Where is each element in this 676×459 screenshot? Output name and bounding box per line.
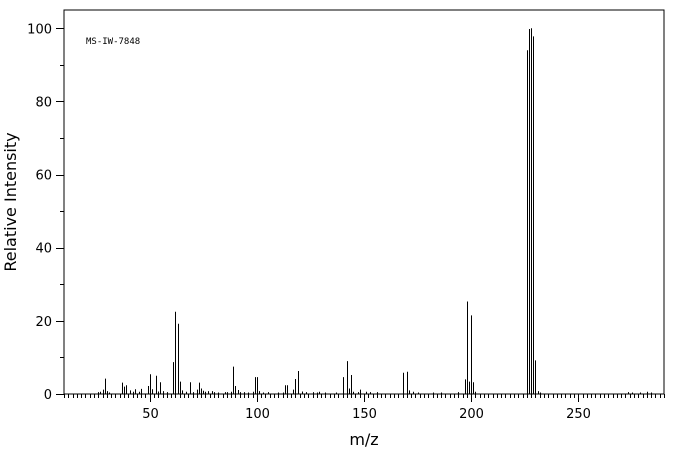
y-axis: 0 20 40 60 80 100 [27,22,64,403]
y-tick-label: 0 [44,388,52,403]
y-tick-label: 100 [27,22,52,37]
x-axis: 50 100 150 200 250 [142,394,591,422]
x-tick-label: 200 [459,407,484,422]
x-tick-label: 250 [566,407,591,422]
x-tick-label: 100 [245,407,270,422]
y-tick-label: 40 [35,242,52,257]
x-tick-label: 50 [142,407,159,422]
spectrum-id-annotation: MS-IW-7848 [86,37,140,47]
x-axis-title: m/z [349,430,378,449]
spectrum-peaks [98,28,652,394]
x-minor-ticks [64,394,665,398]
y-tick-label: 20 [35,315,52,330]
plot-frame [63,9,665,395]
y-tick-label: 60 [35,169,52,184]
x-tick-label: 150 [352,407,377,422]
y-tick-label: 80 [35,95,52,110]
y-axis-title: Relative Intensity [1,132,20,271]
